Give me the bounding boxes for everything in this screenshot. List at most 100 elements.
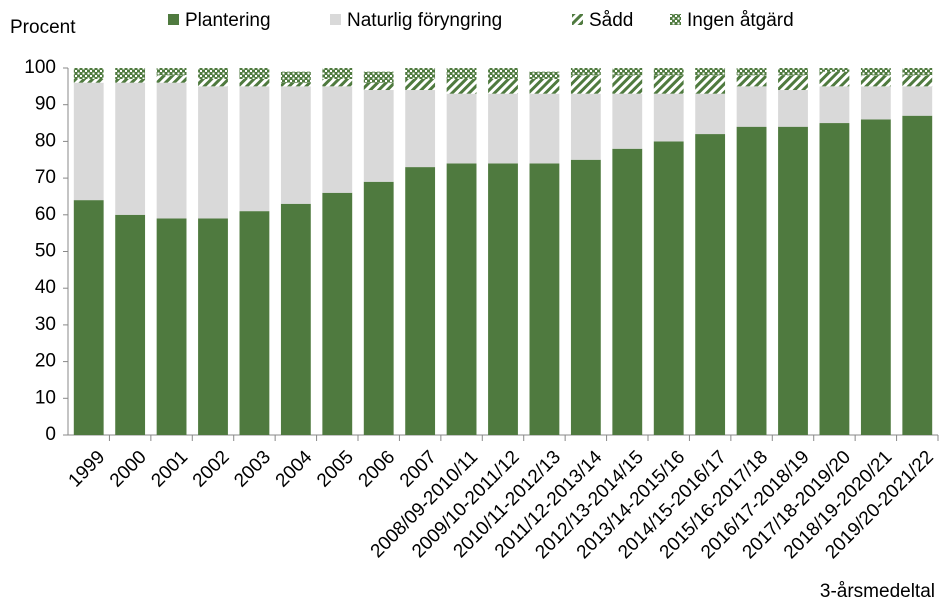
bar-segment: [570, 68, 601, 76]
y-tick-label: 80: [35, 130, 56, 151]
bar-segment: [322, 79, 353, 87]
bar-segment: [570, 159, 601, 435]
x-tick-label: 1999: [65, 447, 110, 492]
bar-segment: [239, 68, 270, 80]
bar-segment: [612, 148, 643, 436]
bar-segment: [819, 123, 850, 436]
bar-segment: [363, 82, 394, 91]
bar-segment: [363, 71, 394, 83]
y-tick-label: 10: [35, 387, 56, 408]
bar-segment: [115, 79, 146, 83]
bar-segment: [156, 218, 187, 435]
bar-segment: [446, 79, 477, 94]
bar-segment: [73, 68, 104, 80]
bar-segment: [73, 79, 104, 83]
bar-segment: [736, 68, 767, 76]
x-tick-label: 2006: [355, 447, 400, 492]
legend-label: Ingen åtgärd: [687, 10, 794, 31]
x-tick-label: 2000: [106, 447, 151, 492]
y-tick-label: 60: [35, 204, 56, 225]
x-tick-label: 2003: [230, 447, 275, 492]
bar-segment: [529, 93, 560, 164]
bar-segment: [198, 79, 228, 87]
y-tick-label: 100: [24, 57, 56, 78]
bar-segment: [488, 79, 518, 94]
bar-segment: [322, 86, 353, 193]
y-axis-label: Procent: [10, 17, 76, 38]
bar-segment: [653, 68, 684, 76]
bar-segment: [239, 79, 270, 87]
bar-segment: [322, 68, 353, 80]
bar-segment: [488, 68, 518, 80]
bar-segment: [529, 79, 560, 94]
y-tick-label: 20: [35, 351, 56, 372]
bar-segment: [156, 82, 187, 219]
legend-swatch: [330, 14, 341, 25]
x-axis-label: 3-årsmedeltal: [820, 581, 935, 602]
bar-segment: [488, 93, 518, 164]
bar-segment: [612, 68, 643, 76]
bar-segment: [778, 90, 808, 127]
bar-segment: [819, 86, 850, 124]
y-tick-label: 30: [35, 314, 56, 335]
legend-swatch: [670, 14, 681, 25]
legend-label: Plantering: [185, 10, 271, 31]
bar-segment: [695, 93, 726, 135]
bar-segment: [778, 68, 808, 76]
bar-segment: [778, 126, 808, 435]
bar-segment: [198, 86, 228, 219]
bar-segment: [736, 126, 767, 435]
bar-segment: [446, 68, 477, 80]
bar-segment: [322, 192, 353, 435]
bar-segment: [405, 90, 436, 168]
bar-segment: [363, 90, 394, 182]
legend-label: Naturlig föryngring: [347, 10, 502, 31]
bar-segment: [653, 141, 684, 435]
bar-segment: [570, 75, 601, 94]
bar-segment: [653, 75, 684, 94]
bar-segment: [488, 163, 518, 436]
bar-segment: [902, 68, 933, 76]
bar-segment: [778, 75, 808, 91]
bar-segment: [529, 163, 560, 436]
y-tick-label: 70: [35, 167, 56, 188]
bar-segment: [612, 75, 643, 94]
bar-segment: [736, 86, 767, 127]
bar-segment: [405, 68, 436, 80]
bar-segment: [860, 68, 891, 76]
bar-segment: [239, 211, 270, 435]
x-tick-label: 2002: [189, 447, 234, 492]
legend-swatch: [572, 14, 583, 25]
bar-segment: [860, 119, 891, 435]
bar-segment: [363, 181, 394, 435]
bar-segment: [902, 75, 933, 87]
bar-segment: [405, 79, 436, 91]
bar-segment: [860, 75, 891, 87]
x-tick-label: 2005: [313, 447, 358, 492]
bar-segment: [446, 163, 477, 436]
bar-segment: [653, 93, 684, 142]
bar-segment: [73, 200, 104, 435]
bar-segment: [529, 71, 560, 80]
y-tick-label: 90: [35, 94, 56, 115]
bar-segment: [280, 203, 311, 435]
bar-segment: [902, 115, 933, 436]
bar-segment: [570, 93, 601, 160]
bar-segment: [280, 71, 311, 83]
bar-segment: [695, 68, 726, 76]
legend-label: Sådd: [589, 10, 633, 31]
bar-segment: [115, 214, 146, 435]
bar-segment: [736, 75, 767, 87]
bar-segment: [239, 86, 270, 212]
y-tick-label: 40: [35, 277, 56, 298]
bar-segment: [280, 86, 311, 204]
x-tick-label: 2001: [147, 447, 192, 492]
bar-segment: [446, 93, 477, 164]
bar-segment: [198, 218, 228, 435]
bar-segment: [902, 86, 933, 116]
bar-segment: [156, 75, 187, 83]
x-tick-label: 2004: [272, 446, 317, 491]
bar-segment: [695, 75, 726, 94]
y-tick-label: 0: [45, 424, 56, 445]
